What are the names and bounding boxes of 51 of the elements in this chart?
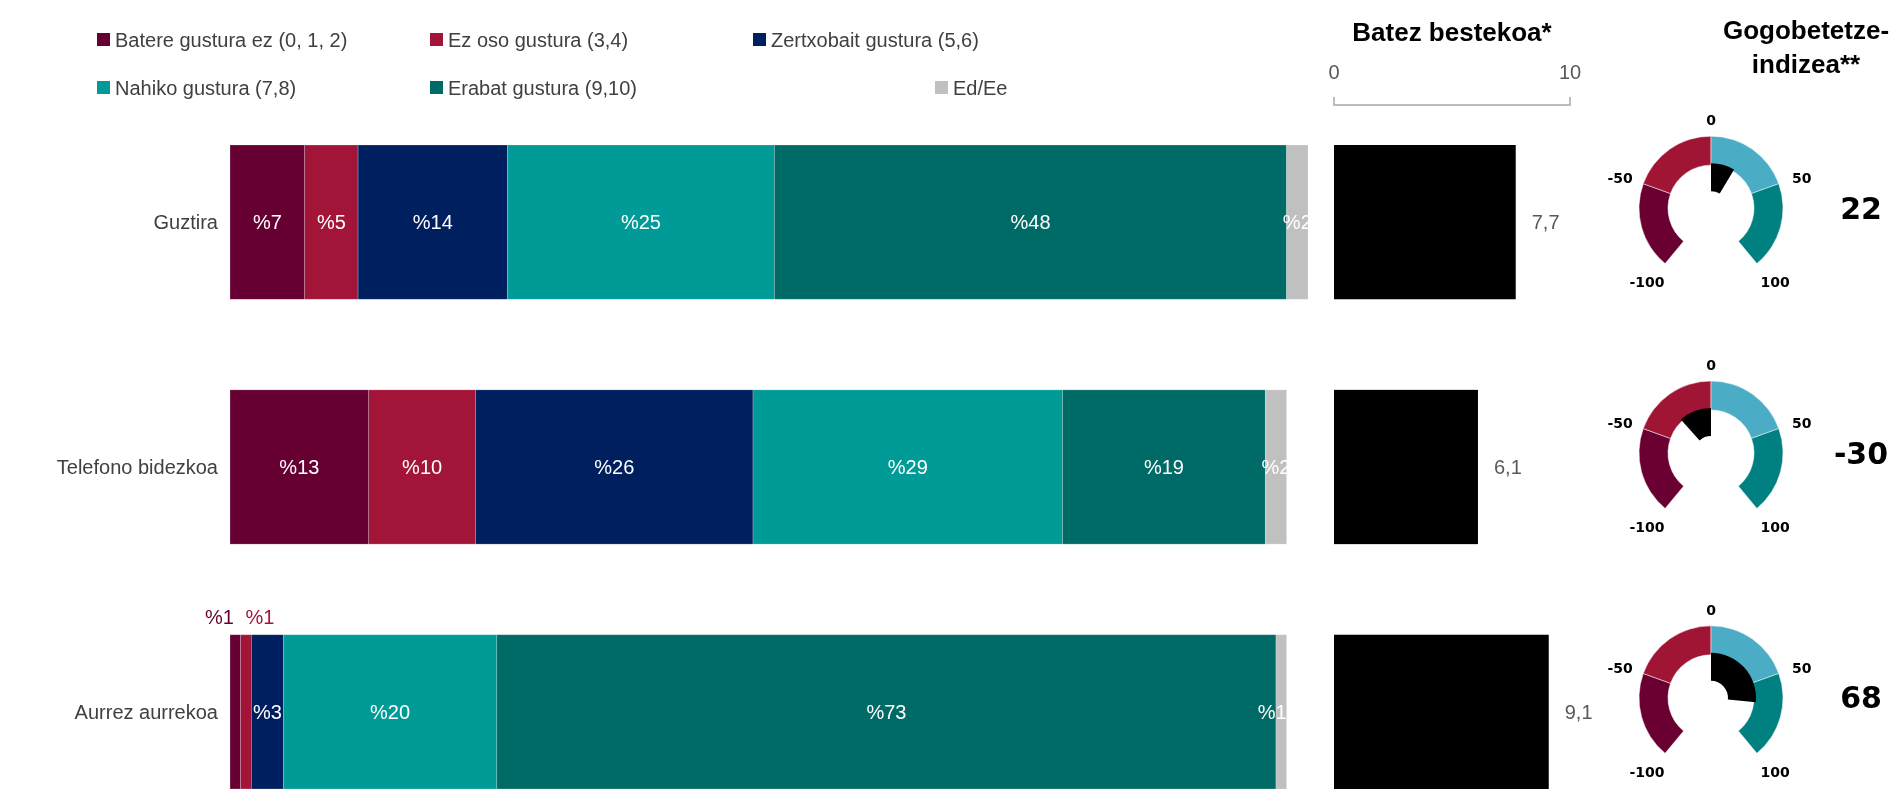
text: 100 — [1760, 518, 1790, 535]
text: -50 — [1607, 415, 1634, 432]
text: -100 — [1629, 518, 1665, 535]
data-label: %13 — [279, 456, 320, 478]
y-tick-label: Guztira — [153, 211, 219, 234]
data-label: %73 — [866, 700, 907, 723]
data-label: %14 — [412, 211, 453, 234]
text: 0 — [1706, 601, 1716, 618]
legend-label: Erabat gustura (9,10) — [448, 77, 637, 99]
text: 50 — [1792, 415, 1812, 432]
data-label: %1 — [204, 605, 234, 628]
legend-label: Nahiko gustura (7,8) — [115, 77, 297, 99]
data-label: %19 — [1143, 456, 1184, 478]
data-label: %7 — [252, 211, 282, 234]
data-label: %5 — [316, 211, 346, 234]
text: 0 — [1706, 112, 1716, 129]
data-label: %26 — [594, 456, 635, 478]
y-tick-label: Telefono bidezkoa — [56, 456, 219, 478]
data-label: %25 — [620, 211, 661, 234]
data-label: 7,7 — [1531, 211, 1560, 234]
text: -100 — [1629, 763, 1665, 780]
text: -100 — [1629, 273, 1665, 290]
text: Gogobetetze-indizea** — [1722, 15, 1890, 80]
data-label: %29 — [887, 456, 928, 478]
x-tick-label: 10 — [1558, 61, 1582, 83]
data-label: %10 — [402, 456, 443, 478]
text: -50 — [1607, 659, 1633, 676]
data-label: 6,1 — [1493, 456, 1522, 478]
data-label: %1 — [245, 605, 275, 628]
text: -50 — [1607, 170, 1633, 187]
text: 0 — [1706, 356, 1717, 373]
text: 50 — [1792, 170, 1812, 187]
text: 100 — [1760, 273, 1790, 290]
data-label: %3 — [252, 700, 282, 723]
data-label: -30 — [1833, 435, 1889, 471]
text: 100 — [1760, 763, 1790, 780]
data-label: 68 — [1840, 680, 1882, 716]
bar — [1334, 634, 1549, 789]
legend-label: Zertxobait gustura (5,6) — [771, 29, 979, 51]
data-label: %20 — [370, 700, 411, 723]
legend-label: Ed/Ee — [953, 77, 1008, 99]
data-label: 9,1 — [1564, 700, 1593, 723]
data-label: %48 — [1010, 211, 1051, 234]
legend-label: Ez oso gustura (3,4) — [448, 29, 629, 51]
y-tick-label: Aurrez aurrekoa — [74, 700, 219, 723]
data-label: 22 — [1840, 190, 1882, 226]
text: 50 — [1792, 659, 1812, 676]
legend-label: Batere gustura ez (0, 1, 2) — [115, 29, 348, 51]
chart-title: Batez bestekoa* — [1352, 17, 1553, 48]
bar — [1334, 145, 1516, 300]
bar — [1334, 389, 1478, 545]
